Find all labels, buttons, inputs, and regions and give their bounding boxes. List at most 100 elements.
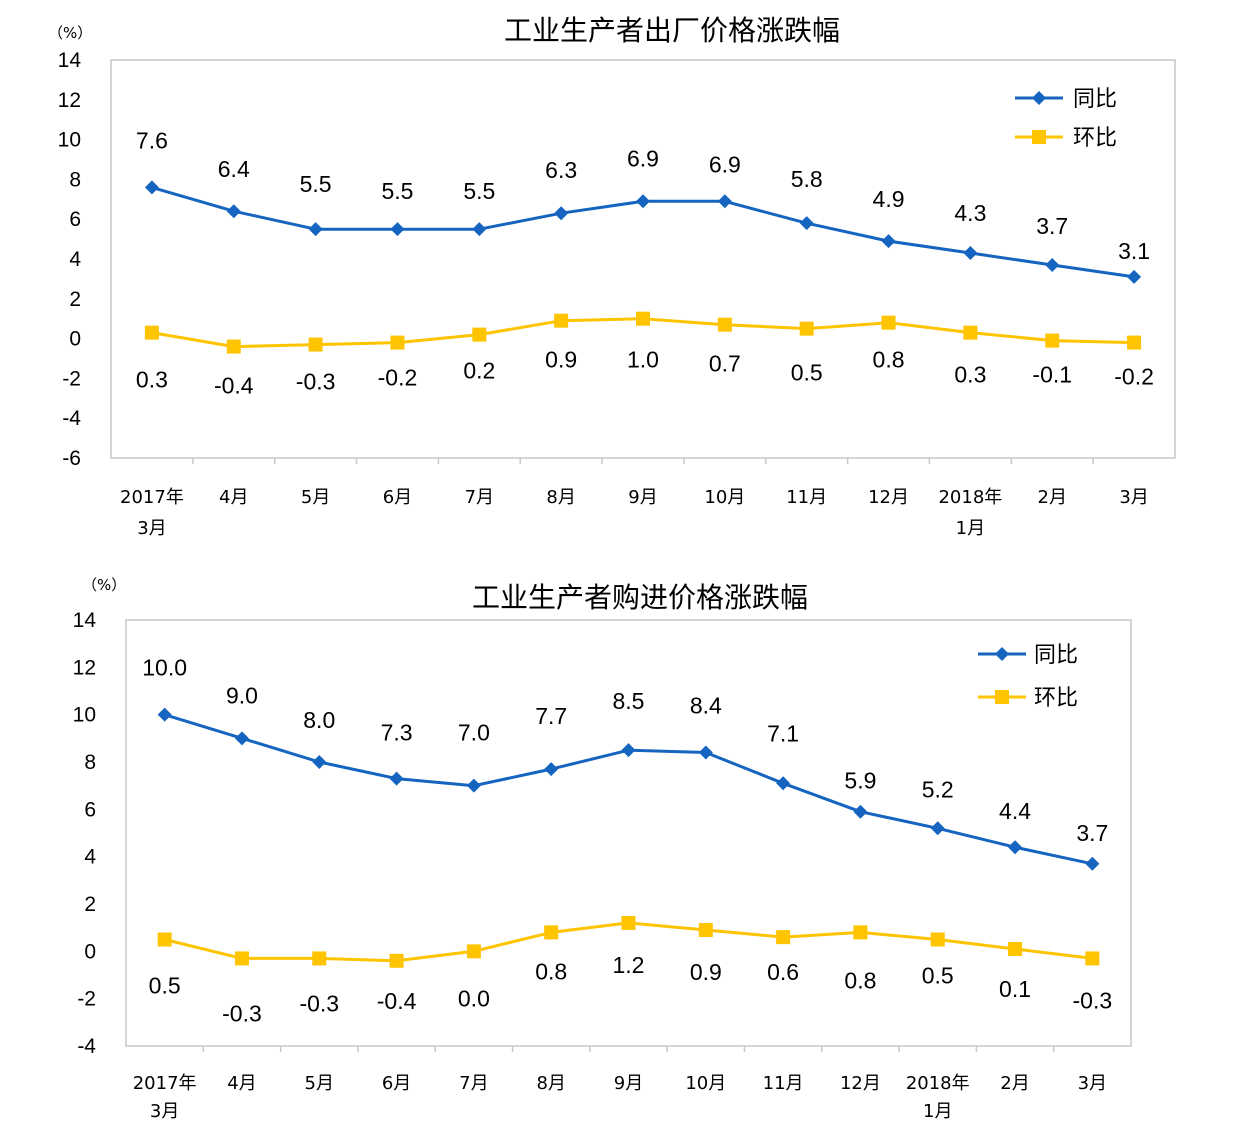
chart-title: 工业生产者购进价格涨跌幅: [472, 581, 808, 614]
data-point-yoy: [698, 745, 713, 760]
data-point-yoy: [1008, 840, 1023, 855]
y-tick-label: 10: [58, 129, 81, 152]
data-label-yoy: 7.7: [535, 703, 567, 729]
data-point-yoy: [472, 222, 487, 237]
y-tick-label: 4: [69, 248, 81, 271]
data-point-yoy: [389, 771, 404, 786]
x-tick-label: 2018年: [938, 487, 1002, 508]
data-label-mom: 0.3: [136, 367, 168, 393]
y-tick-label: 12: [73, 656, 96, 679]
ppi-purchase-price-chart: 工业生产者购进价格涨跌幅 （%） 14 12 10 8 6 4 2 0 -2 -4 2017年 3月 4月 5…: [73, 576, 1132, 1122]
data-label-mom: 0.2: [463, 358, 495, 384]
data-label-yoy: 6.4: [218, 156, 250, 182]
data-label-yoy: 5.2: [922, 776, 954, 802]
x-tick-label: 5月: [305, 1073, 334, 1094]
data-label-yoy: 5.5: [300, 171, 332, 197]
y-tick-label: 0: [69, 328, 81, 351]
chart-title: 工业生产者出厂价格涨跌幅: [504, 14, 840, 47]
x-tick-label: 3月: [137, 518, 166, 539]
data-point-yoy: [636, 194, 650, 209]
legend-label-yoy: 同比: [1034, 643, 1078, 668]
y-tick-label: -6: [62, 447, 81, 470]
data-label-mom: 1.2: [613, 952, 645, 978]
data-point-mom: [144, 325, 159, 340]
y-tick-label: 6: [84, 798, 96, 821]
x-tick-label: 2月: [1038, 487, 1067, 508]
x-tick-label: 10月: [704, 487, 745, 508]
data-label-mom: 0.9: [690, 959, 722, 985]
data-point-mom: [1127, 335, 1142, 350]
x-tick-label: 8月: [546, 487, 575, 508]
legend-marker-yoy: [995, 647, 1009, 661]
x-tick-label: 10月: [685, 1073, 726, 1094]
data-label-mom: 1.0: [627, 347, 659, 373]
y-tick-label: 8: [84, 751, 96, 774]
data-label-yoy: 8.0: [303, 707, 335, 733]
x-tick-label: 1月: [923, 1101, 952, 1122]
data-point-mom: [544, 925, 559, 940]
y-tick-label: 12: [58, 89, 81, 112]
x-tick-label: 3月: [150, 1101, 179, 1122]
data-point-mom: [234, 951, 249, 966]
x-tick-label: 11月: [763, 1073, 804, 1094]
data-label-yoy: 7.3: [381, 720, 413, 746]
data-label-yoy: 6.9: [709, 151, 741, 177]
data-point-mom: [390, 335, 405, 350]
data-point-mom: [1045, 333, 1060, 348]
data-point-mom: [930, 932, 945, 947]
legend-marker-mom: [995, 690, 1009, 704]
data-label-yoy: 5.9: [844, 768, 876, 794]
legend-label-mom: 环比: [1073, 126, 1117, 151]
data-point-mom: [1085, 951, 1100, 966]
data-point-mom: [799, 321, 814, 336]
data-label-yoy: 4.9: [873, 186, 905, 212]
legend-marker-yoy: [1032, 91, 1046, 105]
y-tick-label: 14: [73, 609, 97, 632]
data-label-mom: 0.3: [954, 362, 986, 388]
data-label-yoy: 3.7: [1076, 820, 1108, 846]
data-point-yoy: [390, 222, 405, 237]
data-point-mom: [881, 315, 896, 330]
data-point-yoy: [1127, 269, 1142, 284]
legend-marker-mom: [1032, 130, 1046, 144]
data-label-yoy: 3.1: [1118, 238, 1150, 264]
y-tick-label: 2: [69, 288, 81, 311]
data-point-mom: [698, 923, 713, 938]
y-tick-label: -4: [62, 407, 81, 430]
data-label-mom: 0.1: [999, 976, 1031, 1002]
legend-label-yoy: 同比: [1073, 87, 1117, 112]
legend-label-mom: 环比: [1034, 686, 1078, 711]
data-point-mom: [466, 944, 481, 959]
data-label-mom: 0.5: [149, 973, 181, 999]
data-label-mom: 0.6: [767, 959, 799, 985]
y-tick-label: 4: [84, 846, 96, 869]
data-point-mom: [226, 339, 241, 354]
x-tick-label: 5月: [301, 487, 330, 508]
y-tick-label: 2: [84, 893, 96, 916]
data-point-mom: [621, 915, 636, 930]
data-label-yoy: 3.7: [1036, 213, 1068, 239]
data-point-yoy: [234, 731, 249, 746]
x-tick-label: 8月: [536, 1073, 565, 1094]
data-label-mom: 0.7: [709, 351, 741, 377]
data-point-yoy: [853, 804, 868, 819]
data-label-yoy: 5.8: [791, 166, 823, 192]
y-tick-label: 6: [69, 208, 81, 231]
data-point-mom: [963, 325, 978, 340]
data-point-yoy: [930, 821, 945, 836]
data-label-yoy: 7.6: [136, 127, 168, 153]
y-tick-label: 8: [69, 168, 81, 191]
data-point-yoy: [466, 778, 481, 793]
data-point-mom: [1008, 941, 1023, 956]
data-label-mom: -0.3: [222, 1000, 262, 1026]
data-point-yoy: [312, 755, 327, 769]
data-point-yoy: [157, 707, 172, 722]
data-point-mom: [308, 337, 323, 352]
data-point-mom: [636, 311, 650, 326]
data-label-mom: 0.8: [873, 347, 905, 373]
data-label-yoy: 10.0: [142, 655, 187, 681]
data-point-yoy: [1045, 257, 1060, 272]
data-point-yoy: [544, 762, 559, 777]
data-label-mom: -0.3: [296, 369, 336, 395]
